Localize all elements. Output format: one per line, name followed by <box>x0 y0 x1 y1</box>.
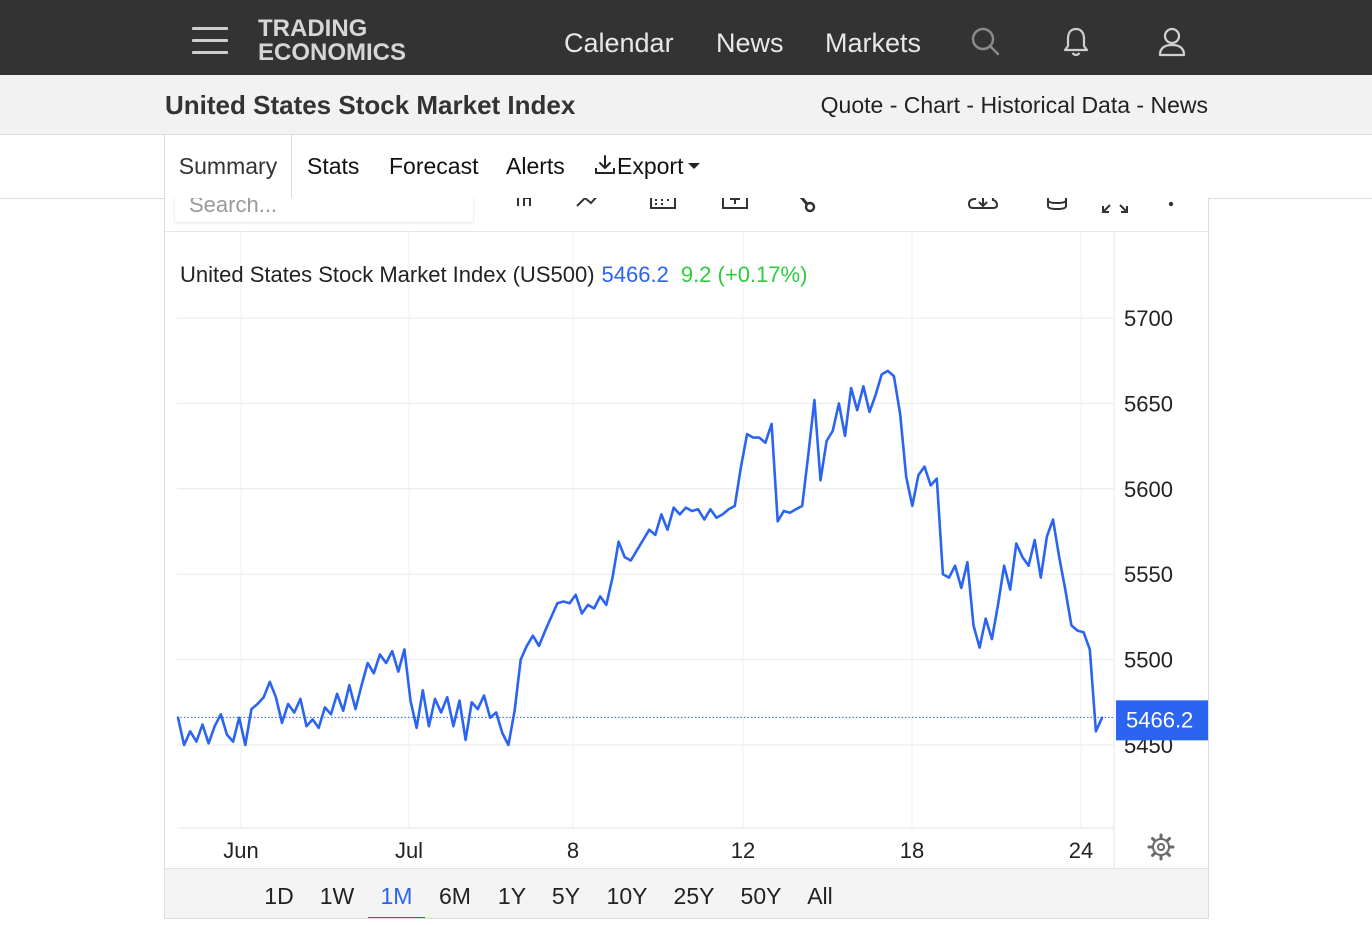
nav-link-news[interactable]: News <box>716 28 784 58</box>
x-tick-label: Jul <box>395 838 423 863</box>
tab-alerts[interactable]: Alerts <box>506 153 565 179</box>
link-historical-data[interactable]: Historical Data <box>980 92 1131 118</box>
range-6m[interactable]: 6M <box>439 883 471 909</box>
logo-line-1: TRADING <box>258 15 368 42</box>
search-icon[interactable] <box>968 24 1002 58</box>
x-tick-label: 12 <box>731 838 755 863</box>
title-bar: United States Stock Market Index Quote -… <box>0 75 1372 135</box>
x-axis-ticks: Jun Jul 8 12 18 24 <box>223 838 1093 863</box>
y-tick-label: 5700 <box>1124 306 1173 331</box>
quote-last: 5466.2 <box>602 262 669 287</box>
wrench-icon[interactable] <box>789 198 821 218</box>
x-tick-label: 8 <box>567 838 579 863</box>
top-navbar: TRADING ECONOMICS Calendar News Markets <box>0 0 1372 75</box>
link-separator: - <box>960 92 981 118</box>
last-price-tag <box>1116 700 1208 741</box>
y-tick-label: 5650 <box>1124 391 1173 416</box>
quote-legend: United States Stock Market Index (US500)… <box>180 262 807 287</box>
fullscreen-icon[interactable] <box>1099 198 1131 218</box>
link-news[interactable]: News <box>1150 92 1208 118</box>
link-quote[interactable]: Quote <box>820 92 884 118</box>
link-separator: - <box>883 92 904 118</box>
tab-stats[interactable]: Stats <box>307 153 360 179</box>
range-1d[interactable]: 1D <box>264 883 294 909</box>
site-logo[interactable]: TRADING ECONOMICS <box>258 15 407 66</box>
price-series-line <box>176 369 1104 747</box>
bell-icon[interactable] <box>1059 24 1093 58</box>
y-tick-label: 5500 <box>1124 648 1173 673</box>
link-chart[interactable]: Chart <box>903 92 961 118</box>
x-tick-label: 24 <box>1069 838 1093 863</box>
range-1m[interactable]: 1M <box>368 869 425 918</box>
tab-export-label: Export <box>617 153 684 179</box>
quote-change: 9.2 (+0.17%) <box>681 262 808 287</box>
user-icon[interactable] <box>1155 24 1189 58</box>
chart-search-input[interactable] <box>175 198 473 222</box>
tab-export[interactable]: Export <box>593 135 701 198</box>
line-style-icon[interactable] <box>573 198 605 218</box>
chart-grid <box>177 231 1114 828</box>
settings-gear-icon[interactable] <box>1147 833 1175 861</box>
download-icon <box>595 155 615 174</box>
logo-line-2: ECONOMICS <box>258 39 407 66</box>
caret-down-icon <box>688 163 701 169</box>
range-10y[interactable]: 10Y <box>606 883 648 909</box>
more-icon[interactable] <box>1155 198 1187 218</box>
quick-links: Quote - Chart - Historical Data - News <box>821 92 1208 119</box>
section-tabs: Summary Stats Forecast Alerts Export <box>0 135 1372 199</box>
range-selector: 1D 1W 1M 6M 1Y 5Y 10Y 25Y 50Y All <box>165 868 1208 918</box>
cloud-download-icon[interactable] <box>967 198 999 218</box>
y-tick-label: 5550 <box>1124 562 1173 587</box>
candles-icon[interactable] <box>509 198 541 218</box>
range-1y[interactable]: 1Y <box>497 883 527 909</box>
quote-name: United States Stock Market Index (US500) <box>180 262 595 287</box>
y-tick-label: 5600 <box>1124 477 1173 502</box>
calendar-icon[interactable] <box>647 198 679 218</box>
range-5y[interactable]: 5Y <box>551 883 581 909</box>
link-separator: - <box>1130 92 1151 118</box>
range-50y[interactable]: 50Y <box>740 883 782 909</box>
last-price-tag-label: 5466.2 <box>1126 707 1193 732</box>
menu-icon[interactable] <box>192 27 228 55</box>
chart-toolbar <box>165 198 1208 232</box>
nav-link-markets[interactable]: Markets <box>825 28 922 58</box>
page-title: United States Stock Market Index <box>165 90 576 120</box>
tab-summary[interactable]: Summary <box>164 135 292 199</box>
range-all[interactable]: All <box>807 883 833 909</box>
range-1w[interactable]: 1W <box>319 883 355 909</box>
x-tick-label: 18 <box>900 838 924 863</box>
database-icon[interactable] <box>1041 198 1073 218</box>
nav-link-calendar[interactable]: Calendar <box>564 28 674 58</box>
add-compare-icon[interactable] <box>719 198 751 218</box>
x-tick-label: Jun <box>223 838 258 863</box>
tab-forecast[interactable]: Forecast <box>389 153 479 179</box>
range-25y[interactable]: 25Y <box>673 883 715 909</box>
